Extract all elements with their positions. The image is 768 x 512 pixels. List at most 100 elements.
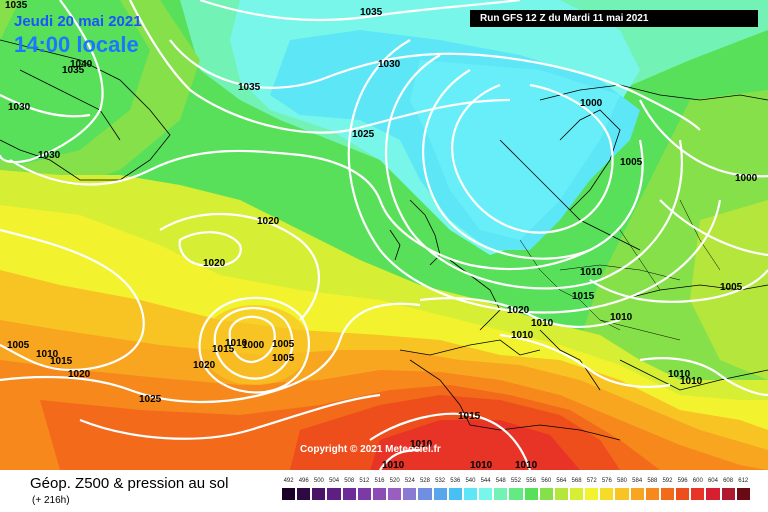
forecast-time: 14:00 locale <box>14 32 139 57</box>
scale-step: 584 <box>630 478 645 510</box>
scale-step: 580 <box>614 478 629 510</box>
isobar-label: 1010 <box>36 349 59 360</box>
scale-step: 572 <box>584 478 599 510</box>
scale-step-label: 588 <box>647 478 658 484</box>
geopotential-field <box>0 0 768 470</box>
isobars <box>0 0 768 470</box>
scale-step: 536 <box>448 478 463 510</box>
scale-step: 556 <box>524 478 539 510</box>
scale-step-label: 584 <box>632 478 643 484</box>
scale-step-label: 564 <box>556 478 567 484</box>
scale-step-swatch <box>297 488 311 500</box>
scale-step-label: 548 <box>495 478 506 484</box>
isobar-label: 1030 <box>378 59 401 70</box>
scale-step: 492 <box>281 478 296 510</box>
scale-step: 504 <box>326 478 341 510</box>
scale-step: 604 <box>705 478 720 510</box>
forecast-date: Jeudi 20 mai 2021 <box>14 13 142 30</box>
isobar-label: 1015 <box>50 356 73 367</box>
scale-step-label: 500 <box>313 478 324 484</box>
scale-step: 592 <box>660 478 675 510</box>
scale-step: 540 <box>463 478 478 510</box>
scale-step-swatch <box>448 488 462 500</box>
scale-step-label: 516 <box>374 478 385 484</box>
isobar-label: 1020 <box>257 216 280 227</box>
isobar-label: 1015 <box>458 411 481 422</box>
scale-step-label: 580 <box>617 478 628 484</box>
isobar-label: 1010 <box>515 460 538 470</box>
isobar-label: 1035 <box>62 65 85 76</box>
isobar-label: 1010 <box>382 460 405 470</box>
isobar-label: 1035 <box>5 0 28 11</box>
isobar-label: 1035 <box>360 7 383 18</box>
isobar-label: 1040 <box>70 59 93 70</box>
scale-step-swatch <box>585 488 599 500</box>
scale-step-label: 592 <box>662 478 673 484</box>
scale-step-label: 524 <box>404 478 415 484</box>
scale-step-label: 556 <box>526 478 537 484</box>
scale-step-label: 540 <box>465 478 476 484</box>
scale-step: 560 <box>539 478 554 510</box>
scale-step-swatch <box>403 488 417 500</box>
scale-step-swatch <box>342 488 356 500</box>
isobar-label: 1010 <box>531 318 554 329</box>
scale-step: 600 <box>690 478 705 510</box>
scale-step-swatch <box>615 488 629 500</box>
scale-step-label: 532 <box>435 478 446 484</box>
isobar-labels: 1035103510401035103010301035102510301000… <box>5 0 758 470</box>
scale-step-label: 528 <box>419 478 430 484</box>
scale-step: 552 <box>508 478 523 510</box>
isobar-label: 1025 <box>352 129 375 140</box>
legend-subtitle: (+ 216h) <box>32 495 70 506</box>
isobar-label: 1010 <box>470 460 493 470</box>
scale-step-label: 596 <box>677 478 688 484</box>
scale-step: 524 <box>402 478 417 510</box>
run-info: Run GFS 12 Z du Mardi 11 mai 2021 <box>470 10 758 27</box>
scale-step-label: 552 <box>510 478 521 484</box>
scale-step-swatch <box>539 488 553 500</box>
scale-step: 588 <box>645 478 660 510</box>
isobar-label: 1030 <box>8 102 31 113</box>
scale-step-label: 496 <box>298 478 309 484</box>
isobar-label: 1010 <box>225 338 248 349</box>
scale-step-swatch <box>660 488 675 500</box>
scale-step-swatch <box>630 488 644 500</box>
scale-step-label: 492 <box>283 478 294 484</box>
scale-step-swatch <box>312 488 326 500</box>
scale-step-swatch <box>721 488 735 500</box>
scale-step-swatch <box>676 488 690 500</box>
scale-step-label: 568 <box>571 478 582 484</box>
isobar-label: 1020 <box>193 360 216 371</box>
scale-step: 596 <box>675 478 690 510</box>
legend-title: Géop. Z500 & pression au sol <box>30 475 229 492</box>
scale-step-swatch <box>388 488 402 500</box>
scale-step: 496 <box>296 478 311 510</box>
scale-step: 500 <box>311 478 326 510</box>
scale-step-label: 608 <box>723 478 734 484</box>
isobar-label: 1010 <box>610 312 633 323</box>
scale-step-label: 520 <box>389 478 400 484</box>
scale-step-swatch <box>509 488 523 500</box>
scale-step: 544 <box>478 478 493 510</box>
scale-step-swatch <box>524 488 538 500</box>
scale-step: 608 <box>721 478 736 510</box>
scale-step-swatch <box>691 488 705 500</box>
isobar-label: 1005 <box>620 157 643 168</box>
isobar-label: 1000 <box>580 98 603 109</box>
color-scale: 492 496 500 504 508 512 516 520 524 528 532 536 540 5… <box>281 478 751 510</box>
isobar-label: 1030 <box>38 150 61 161</box>
scale-step-label: 576 <box>601 478 612 484</box>
scale-step-swatch <box>357 488 371 500</box>
scale-step-label: 536 <box>450 478 461 484</box>
scale-step: 508 <box>342 478 357 510</box>
copyright-text: Copyright © 2021 Meteociel.fr <box>300 444 441 455</box>
isobar-label: 1000 <box>735 173 758 184</box>
scale-step-swatch <box>418 488 432 500</box>
isobar-label: 1010 <box>511 330 534 341</box>
scale-step-label: 504 <box>329 478 340 484</box>
scale-step: 564 <box>554 478 569 510</box>
isobar-label: 1010 <box>410 439 433 450</box>
isobar-label: 1010 <box>580 267 603 278</box>
scale-step-swatch <box>479 488 493 500</box>
scale-step-swatch <box>372 488 387 500</box>
